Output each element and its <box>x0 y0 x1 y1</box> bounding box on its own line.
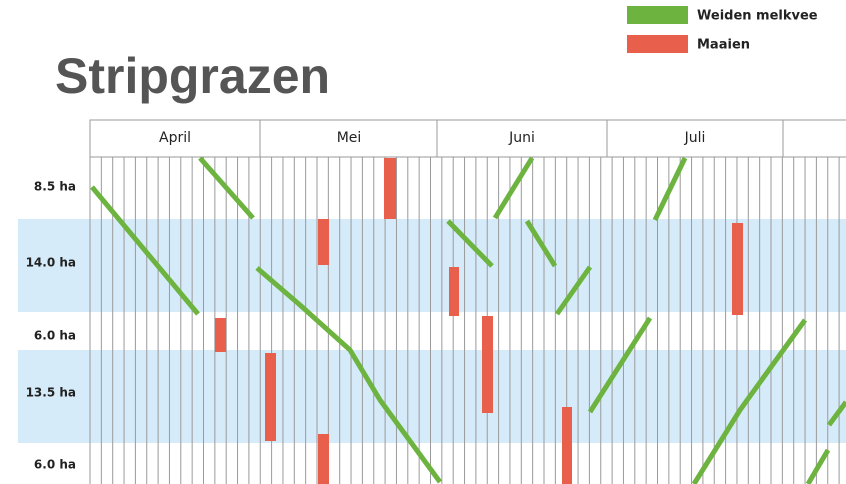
month-label: April <box>159 130 191 146</box>
mow <box>318 219 329 265</box>
strip <box>446 219 494 268</box>
strip <box>255 266 443 484</box>
mow <box>562 407 572 484</box>
row-label: 8.5 ha <box>34 180 76 194</box>
strip <box>826 400 846 427</box>
mow <box>732 223 743 315</box>
mow <box>384 158 396 219</box>
grid <box>89 157 840 484</box>
strip <box>805 448 831 484</box>
row-label: 13.5 ha <box>26 386 76 400</box>
mow <box>449 267 459 316</box>
month-label: Juni <box>508 130 535 146</box>
month-label: Mei <box>337 130 362 146</box>
mow <box>482 316 493 413</box>
legend-label: Weiden melkvee <box>697 9 818 24</box>
row-band <box>18 350 846 443</box>
legend-label: Maaien <box>697 38 750 53</box>
grazing-strips <box>90 156 846 484</box>
row-label: 14.0 ha <box>26 256 76 270</box>
strip <box>587 316 653 414</box>
month-header <box>89 119 846 158</box>
legend-swatch <box>627 35 688 53</box>
strip <box>691 318 808 484</box>
month-dividers <box>259 120 784 157</box>
strip <box>652 156 688 222</box>
strip <box>524 219 558 268</box>
strip <box>90 185 200 316</box>
mow <box>215 318 226 352</box>
row-band <box>18 219 846 312</box>
strip <box>198 156 255 220</box>
legend-swatch <box>627 6 688 24</box>
mow <box>318 434 329 484</box>
strip <box>492 156 535 220</box>
row-label: 6.0 ha <box>34 329 76 343</box>
row-label: 6.0 ha <box>34 458 76 472</box>
mow <box>265 353 276 441</box>
title: Stripgrazen <box>55 48 330 104</box>
strip <box>554 265 593 316</box>
month-label: Juli <box>684 130 706 146</box>
mowing-bars <box>215 158 743 484</box>
